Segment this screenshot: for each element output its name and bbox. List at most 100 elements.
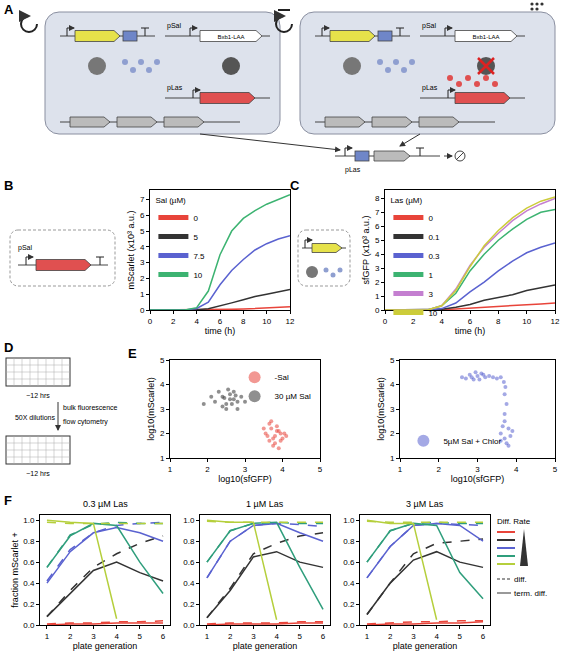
svg-text:4: 4 — [140, 243, 145, 252]
svg-text:3: 3 — [251, 632, 256, 641]
svg-text:1: 1 — [390, 454, 395, 463]
svg-text:0.8: 0.8 — [343, 537, 355, 546]
svg-text:5: 5 — [138, 632, 143, 641]
svg-text:1: 1 — [140, 290, 145, 299]
svg-text:0.4: 0.4 — [343, 579, 355, 588]
svg-text:0.1: 0.1 — [428, 233, 440, 242]
svg-text:3: 3 — [428, 290, 433, 299]
svg-text:3: 3 — [375, 264, 380, 273]
svg-text:0.2: 0.2 — [23, 600, 35, 609]
svg-text:0: 0 — [383, 317, 388, 326]
svg-text:1.0: 1.0 — [23, 516, 35, 525]
svg-text:5: 5 — [140, 227, 145, 236]
svg-text:3: 3 — [243, 465, 248, 474]
svg-text:D: D — [4, 340, 13, 355]
svg-text:plate generation: plate generation — [233, 641, 298, 651]
svg-text:1: 1 — [205, 632, 210, 641]
svg-text:log10(sfGFP): log10(sfGFP) — [451, 474, 505, 484]
svg-text:mScarlet (x10³ a.u.): mScarlet (x10³ a.u.) — [126, 210, 136, 289]
svg-text:6: 6 — [321, 632, 326, 641]
svg-text:pSal: pSal — [422, 22, 436, 30]
svg-text:8: 8 — [496, 317, 501, 326]
svg-text:5: 5 — [318, 465, 323, 474]
svg-text:5: 5 — [160, 356, 165, 365]
svg-text:1 µM Las: 1 µM Las — [246, 499, 284, 509]
svg-text:2: 2 — [390, 429, 395, 438]
svg-text:4: 4 — [434, 632, 439, 641]
svg-text:8: 8 — [375, 194, 380, 203]
svg-text:E: E — [128, 346, 137, 361]
svg-text:7.5: 7.5 — [193, 252, 205, 261]
svg-text:3: 3 — [475, 465, 480, 474]
svg-text:1: 1 — [375, 292, 380, 301]
svg-text:0.2: 0.2 — [343, 600, 355, 609]
svg-text:5: 5 — [553, 465, 558, 474]
svg-text:~12 hrs: ~12 hrs — [26, 392, 50, 399]
svg-text:3 µM Las: 3 µM Las — [406, 499, 444, 509]
svg-text:10: 10 — [522, 317, 531, 326]
svg-text:2: 2 — [171, 317, 176, 326]
svg-text:diff.: diff. — [514, 575, 527, 584]
svg-text:4: 4 — [160, 380, 165, 389]
svg-text:4: 4 — [114, 632, 119, 641]
svg-text:term. diff.: term. diff. — [514, 589, 547, 598]
svg-text:30 µM Sal: 30 µM Sal — [275, 392, 311, 401]
svg-text:time (h): time (h) — [205, 326, 236, 336]
svg-text:3: 3 — [91, 632, 96, 641]
svg-text:sfGFP (x10³ a.u.): sfGFP (x10³ a.u.) — [361, 216, 371, 285]
svg-text:1: 1 — [365, 632, 370, 641]
svg-text:0.4: 0.4 — [183, 579, 195, 588]
svg-text:flow cytometry: flow cytometry — [63, 418, 108, 426]
svg-text:6: 6 — [468, 317, 473, 326]
svg-text:1.0: 1.0 — [183, 516, 195, 525]
svg-text:plate generation: plate generation — [393, 641, 458, 651]
svg-text:0: 0 — [148, 317, 153, 326]
svg-text:0.6: 0.6 — [343, 558, 355, 567]
svg-text:4: 4 — [280, 465, 285, 474]
svg-text:0.0: 0.0 — [343, 621, 355, 630]
svg-text:5: 5 — [193, 233, 198, 242]
svg-text:5: 5 — [458, 632, 463, 641]
svg-text:2: 2 — [140, 274, 145, 283]
svg-text:pSal: pSal — [18, 244, 32, 252]
svg-text:0.6: 0.6 — [183, 558, 195, 567]
svg-text:6: 6 — [375, 222, 380, 231]
svg-text:F: F — [4, 493, 12, 508]
svg-text:0: 0 — [375, 306, 380, 315]
svg-text:10: 10 — [428, 309, 437, 318]
svg-text:C: C — [290, 178, 300, 193]
svg-text:5: 5 — [298, 632, 303, 641]
svg-text:6: 6 — [161, 632, 166, 641]
svg-text:1: 1 — [398, 465, 403, 474]
svg-text:Diff. Rate: Diff. Rate — [497, 517, 531, 526]
svg-text:4: 4 — [375, 250, 380, 259]
svg-text:pLas: pLas — [345, 166, 361, 174]
svg-text:10: 10 — [262, 317, 271, 326]
svg-text:8: 8 — [241, 317, 246, 326]
svg-text:log10(sfGFP): log10(sfGFP) — [218, 474, 272, 484]
svg-text:B: B — [4, 178, 13, 193]
svg-text:4: 4 — [439, 317, 444, 326]
svg-text:3: 3 — [390, 405, 395, 414]
svg-text:-Sal: -Sal — [275, 373, 289, 382]
svg-text:Bxb1-LAA: Bxb1-LAA — [217, 34, 244, 40]
svg-text:2: 2 — [437, 465, 442, 474]
svg-text:0.4: 0.4 — [23, 579, 35, 588]
svg-text:0.6: 0.6 — [23, 558, 35, 567]
svg-text:0.8: 0.8 — [23, 537, 35, 546]
svg-text:5: 5 — [375, 236, 380, 245]
svg-text:50X dilutions: 50X dilutions — [15, 414, 56, 421]
svg-text:0: 0 — [428, 214, 433, 223]
svg-text:Las (µM): Las (µM) — [390, 196, 422, 205]
svg-text:6: 6 — [218, 317, 223, 326]
svg-text:1: 1 — [45, 632, 50, 641]
svg-text:log10(mScarlet): log10(mScarlet) — [146, 377, 156, 441]
svg-text:pLas: pLas — [167, 84, 183, 92]
svg-text:2: 2 — [68, 632, 73, 641]
svg-text:4: 4 — [390, 380, 395, 389]
svg-text:0.0: 0.0 — [23, 621, 35, 630]
svg-text:pLas: pLas — [422, 84, 438, 92]
svg-text:3: 3 — [411, 632, 416, 641]
svg-text:bulk fluorescence: bulk fluorescence — [63, 404, 118, 411]
svg-text:plate generation: plate generation — [73, 641, 138, 651]
